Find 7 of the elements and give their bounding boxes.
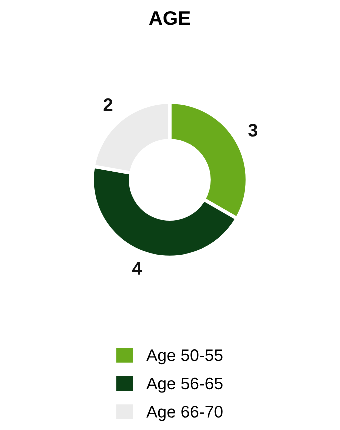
- data-label: 3: [248, 124, 258, 137]
- legend-label: Age 66-70: [146, 406, 223, 422]
- legend-label: Age 50-55: [146, 350, 223, 365]
- legend-label: Age 56-65: [146, 378, 223, 393]
- data-label: 4: [132, 262, 142, 275]
- chart-title: AGE: [149, 11, 190, 26]
- data-label: 2: [104, 98, 113, 112]
